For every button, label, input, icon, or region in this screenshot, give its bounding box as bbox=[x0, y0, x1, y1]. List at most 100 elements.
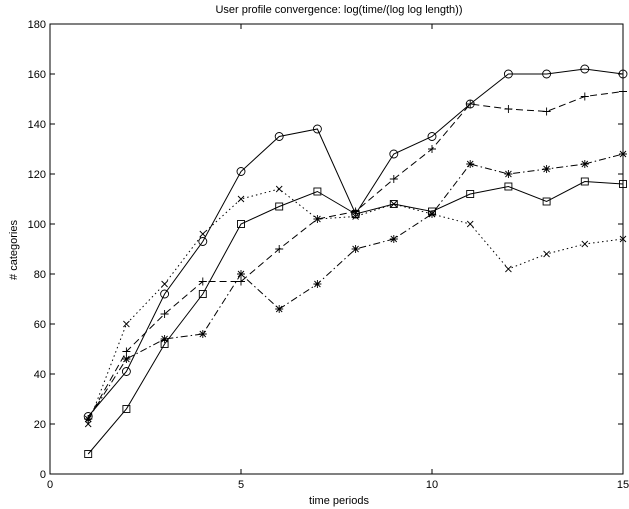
data-point-plus bbox=[160, 310, 169, 318]
series-line bbox=[87, 68, 624, 417]
data-point-square bbox=[351, 210, 360, 218]
data-point-star bbox=[389, 235, 398, 243]
data-point-circle bbox=[274, 132, 284, 141]
x-axis-title: time periods bbox=[309, 495, 369, 507]
x-tick: 15 bbox=[617, 24, 629, 491]
data-point-star bbox=[122, 355, 131, 363]
data-point-circle bbox=[312, 124, 322, 134]
plot-frame bbox=[49, 23, 624, 475]
series-circle bbox=[83, 64, 628, 421]
y-tick: 80 bbox=[34, 269, 623, 281]
data-point-circle bbox=[121, 367, 131, 376]
y-tick-label: 20 bbox=[34, 419, 46, 431]
data-point-plus bbox=[428, 145, 436, 153]
series-line bbox=[87, 153, 624, 420]
data-point-star bbox=[542, 165, 551, 173]
data-point-star bbox=[619, 150, 627, 158]
data-point-square bbox=[542, 197, 551, 206]
series-line bbox=[87, 91, 624, 420]
data-point-plus bbox=[580, 92, 589, 101]
y-tick: 40 bbox=[34, 369, 623, 381]
data-point-square bbox=[504, 182, 513, 191]
data-point-circle bbox=[618, 69, 628, 79]
data-point-square bbox=[466, 190, 475, 198]
x-tick: 5 bbox=[238, 24, 244, 491]
data-point-x bbox=[314, 215, 321, 223]
data-point-star bbox=[466, 160, 475, 168]
y-axis-title: # categories bbox=[8, 220, 20, 280]
data-point-square bbox=[389, 200, 398, 208]
data-point-square bbox=[84, 450, 93, 458]
data-point-circle bbox=[198, 237, 208, 246]
x-tick-label: 5 bbox=[238, 479, 244, 491]
data-point-star bbox=[580, 160, 589, 168]
series-x bbox=[84, 185, 627, 428]
data-point-square bbox=[275, 202, 284, 211]
data-point-x bbox=[84, 420, 92, 428]
axis-ticks: 0 5 10 15 0 20 40 60 80 100 120 140 160 180 bbox=[28, 19, 629, 491]
y-tick-label: 40 bbox=[34, 369, 46, 381]
data-point-x bbox=[390, 200, 398, 208]
data-point-star bbox=[237, 270, 245, 278]
y-tick-label: 100 bbox=[28, 219, 46, 231]
data-point-x bbox=[352, 213, 359, 220]
y-tick: 160 bbox=[28, 69, 623, 81]
data-point-star bbox=[313, 280, 322, 288]
data-point-circle bbox=[503, 69, 513, 79]
x-tick-label: 10 bbox=[426, 479, 438, 491]
data-point-star bbox=[504, 170, 513, 178]
x-tick: 0 bbox=[47, 24, 53, 491]
y-tick-label: 160 bbox=[28, 69, 46, 81]
data-point-square bbox=[237, 220, 245, 228]
data-point-x bbox=[466, 220, 474, 228]
data-point-square bbox=[122, 405, 131, 413]
y-tick: 180 bbox=[28, 19, 623, 31]
data-point-circle bbox=[542, 69, 552, 79]
x-tick: 10 bbox=[426, 24, 438, 491]
data-point-star bbox=[198, 330, 207, 338]
data-point-square bbox=[198, 290, 207, 298]
data-point-plus bbox=[466, 100, 475, 108]
data-point-square bbox=[160, 340, 169, 348]
data-point-x bbox=[428, 210, 436, 218]
x-tick-label: 0 bbox=[47, 479, 53, 491]
data-point-circle bbox=[236, 167, 246, 176]
data-point-plus bbox=[237, 277, 245, 286]
y-tick-label: 120 bbox=[28, 169, 46, 181]
data-point-plus bbox=[504, 105, 513, 113]
y-tick-label: 180 bbox=[28, 19, 46, 31]
y-tick-label: 60 bbox=[34, 319, 46, 331]
y-tick: 120 bbox=[28, 169, 623, 181]
data-point-plus bbox=[198, 277, 207, 286]
data-point-x bbox=[123, 320, 130, 328]
data-point-circle bbox=[427, 132, 437, 141]
y-tick-label: 140 bbox=[28, 119, 46, 131]
y-tick: 20 bbox=[34, 419, 623, 431]
data-point-star bbox=[160, 335, 169, 343]
data-point-plus bbox=[619, 87, 627, 96]
data-point-x bbox=[275, 185, 283, 193]
y-tick: 100 bbox=[28, 219, 623, 231]
y-tick-label: 80 bbox=[34, 269, 46, 281]
series-square bbox=[84, 177, 627, 458]
series-line bbox=[87, 188, 624, 425]
data-point-x bbox=[237, 195, 245, 203]
data-point-plus bbox=[122, 347, 131, 356]
data-point-circle bbox=[389, 149, 399, 159]
data-point-x bbox=[505, 265, 512, 273]
data-point-square bbox=[428, 207, 436, 216]
y-tick-label: 0 bbox=[40, 469, 46, 481]
series-line bbox=[87, 180, 624, 455]
data-point-square bbox=[313, 187, 322, 196]
data-point-circle bbox=[580, 64, 590, 74]
data-point-star bbox=[275, 305, 284, 313]
data-point-circle bbox=[160, 289, 170, 299]
data-point-star bbox=[84, 415, 93, 423]
data-point-plus bbox=[542, 107, 551, 116]
y-tick: 140 bbox=[28, 119, 623, 131]
chart-title: User profile convergence: log(time/(log … bbox=[215, 4, 462, 16]
series-layer bbox=[83, 64, 628, 458]
data-point-plus bbox=[275, 245, 284, 253]
y-tick: 60 bbox=[34, 319, 623, 331]
